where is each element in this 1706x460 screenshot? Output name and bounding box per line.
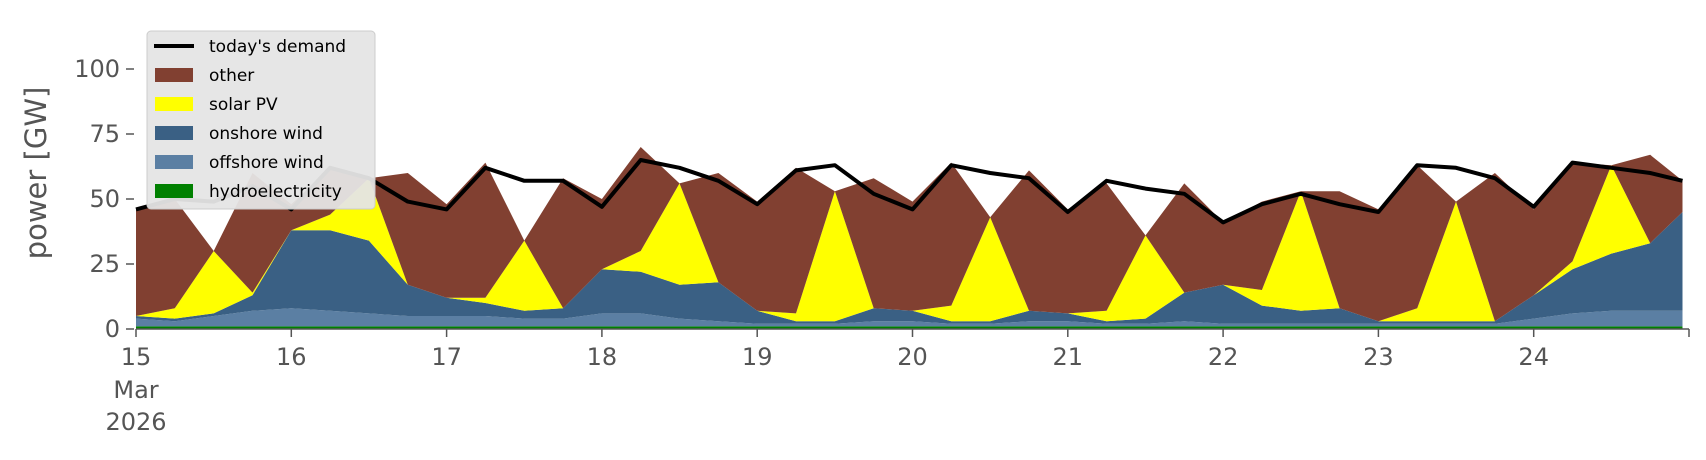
legend-label-hydroelectricity: hydroelectricity — [209, 182, 342, 202]
area-other — [136, 147, 1683, 322]
y-tick-label: 100 — [74, 55, 120, 83]
area-onshore-wind — [136, 212, 1683, 324]
x-tick-label: 20 — [897, 343, 928, 371]
y-tick-label: 50 — [89, 185, 120, 213]
y-ticks: 0 25 50 75 100 — [74, 55, 134, 343]
legend: today's demand other solar PV onshore wind o… — [146, 30, 376, 210]
y-tick-label: 0 — [105, 315, 120, 343]
y-tick-label: 25 — [89, 250, 120, 278]
x-tick-label: 15 — [121, 343, 152, 371]
area-solar-pv — [136, 165, 1683, 322]
legend-swatch-onshore-wind — [155, 126, 193, 140]
x-tick-sublabel: 2026 — [105, 408, 166, 436]
legend-label-solar-pv: solar PV — [209, 95, 278, 115]
legend-label-today-s-demand: today's demand — [209, 37, 346, 57]
x-tick-label: 22 — [1208, 343, 1239, 371]
legend-swatch-other — [155, 68, 193, 82]
x-ticks: 15 Mar 2026 16 17 18 19 20 21 22 23 24 — [105, 329, 1690, 436]
legend-label-other: other — [209, 66, 254, 86]
x-tick-label: 21 — [1053, 343, 1084, 371]
x-tick-label: 23 — [1363, 343, 1394, 371]
area-offshore-wind — [136, 308, 1683, 327]
legend-box — [146, 30, 376, 210]
legend-swatch-solar-pv — [155, 97, 193, 111]
y-axis-title: power [GW] — [19, 87, 53, 260]
y-tick-label: 75 — [89, 120, 120, 148]
x-tick-sublabel: Mar — [113, 376, 158, 404]
x-tick-label: 24 — [1518, 343, 1549, 371]
demand-line — [135, 158, 1683, 225]
demand-layer — [135, 158, 1683, 225]
legend-swatch-hydroelectricity — [155, 184, 193, 198]
x-tick-label: 19 — [742, 343, 773, 371]
x-tick-label: 17 — [431, 343, 462, 371]
legend-label-onshore-wind: onshore wind — [209, 124, 323, 144]
legend-swatch-offshore-wind — [155, 155, 193, 169]
legend-label-offshore-wind: offshore wind — [209, 153, 324, 173]
x-tick-label: 16 — [276, 343, 307, 371]
x-tick-label: 18 — [587, 343, 618, 371]
